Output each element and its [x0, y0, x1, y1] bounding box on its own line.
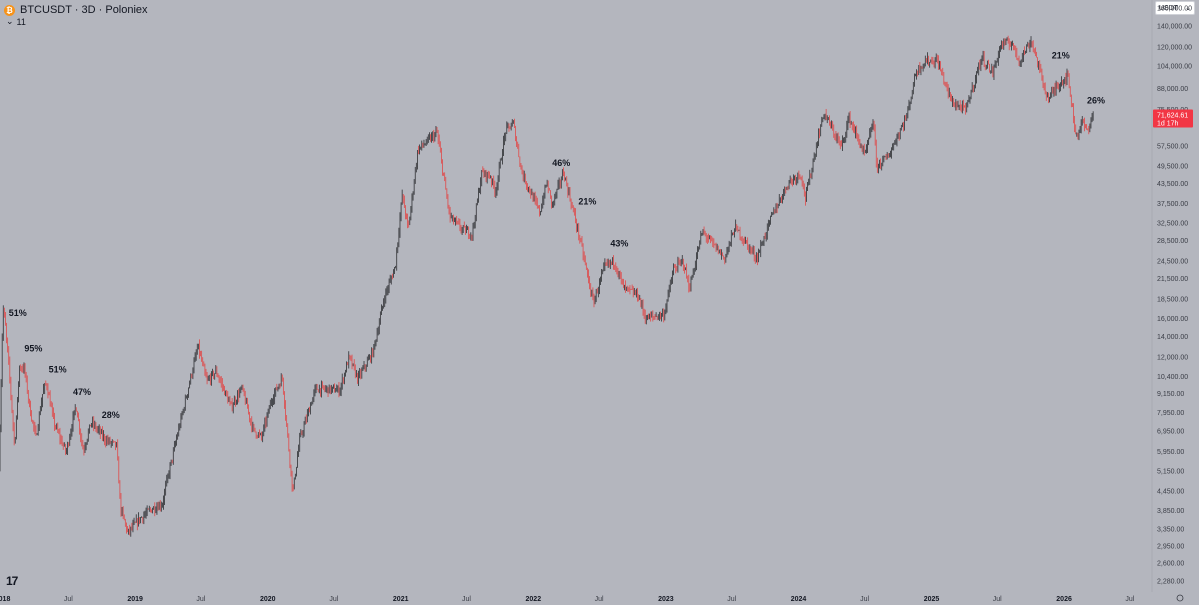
y-tick-label: 32,500.00: [1157, 220, 1188, 227]
last-price-box: [1153, 109, 1193, 128]
x-tick-label: Jul: [329, 596, 338, 603]
y-tick-label: 49,500.00: [1157, 164, 1188, 171]
x-tick-label: 2021: [393, 596, 409, 603]
settings-icon[interactable]: [1176, 594, 1184, 602]
drawdown-label: 51%: [49, 365, 67, 375]
y-tick-label: 18,500.00: [1157, 296, 1188, 303]
drawdown-label: 28%: [102, 410, 120, 420]
y-tick-label: 120,000.00: [1157, 44, 1192, 51]
y-tick-label: 4,450.00: [1157, 488, 1184, 495]
drawdown-label: 21%: [578, 197, 596, 207]
drawdown-label: 21%: [1052, 51, 1070, 61]
drawdown-labels: 51% 95% 51% 47% 28% 46% 21% 43% 21% 26%: [9, 51, 1105, 420]
chart-header: ₿ BTCUSDT · 3D · Poloniex: [4, 2, 148, 18]
drawdown-label: 95%: [24, 344, 42, 354]
y-tick-label: 6,950.00: [1157, 428, 1184, 435]
drawdown-label: 47%: [73, 387, 91, 397]
x-tick-label: 2020: [260, 596, 276, 603]
bitcoin-icon: ₿: [4, 4, 15, 16]
y-tick-label: 12,000.00: [1157, 355, 1188, 362]
y-tick-label: 43,500.00: [1157, 181, 1188, 188]
y-tick-label: 5,950.00: [1157, 449, 1184, 456]
y-tick-label: 37,500.00: [1157, 201, 1188, 208]
y-tick-label: 160,000.00: [1157, 6, 1192, 13]
y-tick-label: 7,950.00: [1157, 410, 1184, 417]
y-tick-label: 28,500.00: [1157, 238, 1188, 245]
y-tick-label: 2,950.00: [1157, 544, 1184, 551]
x-tick-label: 2019: [127, 596, 143, 603]
y-tick-label: 3,350.00: [1157, 527, 1184, 534]
x-tick-label: Jul: [993, 596, 1002, 603]
y-tick-label: 14,000.00: [1157, 334, 1188, 341]
drawdown-label: 43%: [610, 238, 628, 248]
x-tick-label: Jul: [64, 596, 73, 603]
y-tick-label: 2,280.00: [1157, 578, 1184, 585]
y-tick-label: 88,000.00: [1157, 86, 1188, 93]
y-tick-label: 5,150.00: [1157, 469, 1184, 476]
drawdown-label: 46%: [552, 158, 570, 168]
chevron-down-icon: ⌄: [1185, 5, 1191, 12]
y-tick-label: 24,500.00: [1157, 258, 1188, 265]
x-tick-label: 2024: [791, 596, 807, 603]
x-tick-label: 2023: [658, 596, 674, 603]
drawdown-label: 26%: [1087, 95, 1105, 105]
drawdown-label: 51%: [9, 308, 27, 318]
y-tick-label: 3,850.00: [1157, 508, 1184, 515]
y-tick-label: 140,000.00: [1157, 24, 1192, 31]
y-tick-label: 2,600.00: [1157, 561, 1184, 568]
x-tick-label: Jul: [462, 596, 471, 603]
bar-countdown-label: 1d 17h: [1157, 120, 1179, 127]
y-tick-label: 10,400.00: [1157, 374, 1188, 381]
x-tick-label: Jul: [196, 596, 205, 603]
x-tick-label: Jul: [860, 596, 869, 603]
y-tick-label: 21,500.00: [1157, 276, 1188, 283]
x-tick-label: 2022: [526, 596, 542, 603]
tradingview-logo-icon: 17: [6, 574, 18, 588]
x-tick-label: Jul: [1125, 596, 1134, 603]
y-tick-label: 57,500.00: [1157, 144, 1188, 151]
x-tick-label: 2018: [0, 596, 10, 603]
indicator-count: 11: [16, 16, 26, 27]
y-tick-label: 9,150.00: [1157, 391, 1184, 398]
x-tick-label: 2026: [1056, 596, 1072, 603]
currency-value: USDT: [1159, 4, 1179, 12]
y-tick-label: 104,000.00: [1157, 64, 1192, 71]
price-axis: 160,000.00 140,000.00 120,000.00 104,000.00…: [1151, 0, 1192, 592]
last-price-label: 71,624.61: [1157, 112, 1188, 119]
time-axis: 2018 Jul 2019 Jul 2020 Jul 2021 Jul 2022 Jul 2023 J…: [0, 594, 1184, 603]
symbol-title[interactable]: BTCUSDT · 3D · Poloniex: [20, 4, 148, 16]
x-tick-label: Jul: [595, 596, 604, 603]
x-tick-label: Jul: [727, 596, 736, 603]
currency-select[interactable]: USDT ⌄: [1155, 1, 1195, 15]
y-tick-label: 16,000.00: [1157, 316, 1188, 323]
x-tick-label: 2025: [924, 596, 940, 603]
chevron-down-icon: ⌄: [6, 16, 14, 26]
indicator-toggle[interactable]: ⌄ 11: [6, 16, 26, 27]
candles-layer: [0, 35, 1094, 537]
